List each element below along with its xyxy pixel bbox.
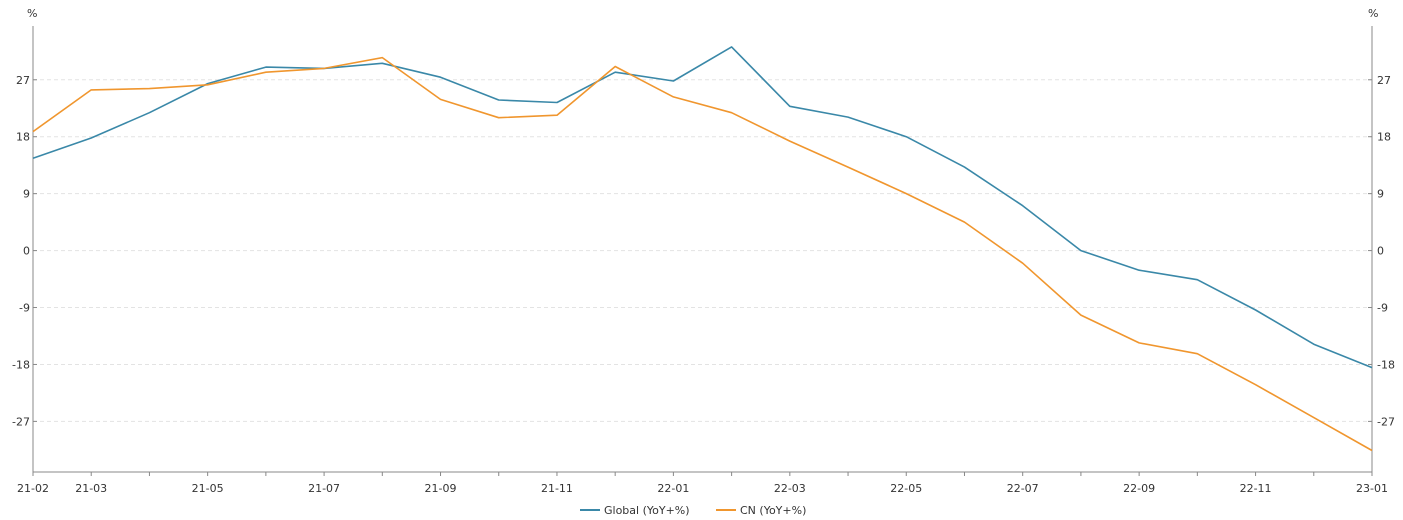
legend: Global (YoY+%) CN (YoY+%) bbox=[580, 504, 806, 517]
x-tick-label: 21-05 bbox=[192, 482, 224, 495]
x-tick-label: 22-05 bbox=[890, 482, 922, 495]
x-tick-label: 21-03 bbox=[75, 482, 107, 495]
series-line-global bbox=[32, 46, 1373, 369]
x-tick-label: 21-07 bbox=[308, 482, 340, 495]
y-tick-label-right: -9 bbox=[1377, 302, 1388, 315]
x-tick-label: 22-07 bbox=[1007, 482, 1039, 495]
x-tick-label: 22-01 bbox=[657, 482, 689, 495]
left-y-tick-labels: 27 18 9 0 -9 -18 -27 bbox=[12, 74, 30, 429]
y-tick-label-left: -9 bbox=[19, 302, 30, 315]
y-tick-label-left: 0 bbox=[23, 245, 30, 258]
x-tick-label: 22-03 bbox=[774, 482, 806, 495]
x-tick-label: 21-11 bbox=[541, 482, 573, 495]
y-tick-label-left: -18 bbox=[12, 358, 30, 371]
axes bbox=[32, 26, 1373, 476]
legend-label-global: Global (YoY+%) bbox=[604, 504, 690, 517]
x-tick-label: 21-02 bbox=[17, 482, 49, 495]
grid-lines bbox=[33, 79, 1372, 422]
y-tick-label-left: 18 bbox=[16, 131, 30, 144]
x-tick-labels: 21-02 21-03 21-05 21-07 21-09 21-11 22-01 22-03… bbox=[17, 482, 1388, 495]
y-tick-label-left: 27 bbox=[16, 74, 30, 87]
y-tick-label-right: 0 bbox=[1377, 245, 1384, 258]
y-tick-label-right: 18 bbox=[1377, 131, 1391, 144]
left-y-unit-label: % bbox=[27, 7, 37, 20]
x-tick-label: 21-09 bbox=[425, 482, 457, 495]
series-lines bbox=[32, 46, 1373, 452]
x-tick-label: 23-01 bbox=[1356, 482, 1388, 495]
y-tick-label-right: -27 bbox=[1377, 415, 1395, 428]
y-tick-label-right: 9 bbox=[1377, 188, 1384, 201]
right-y-unit-label: % bbox=[1368, 7, 1378, 20]
series-line-cn bbox=[32, 56, 1373, 452]
x-tick-label: 22-09 bbox=[1123, 482, 1155, 495]
y-tick-label-right: 27 bbox=[1377, 74, 1391, 87]
right-y-tick-labels: 27 18 9 0 -9 -18 -27 bbox=[1377, 74, 1395, 429]
x-tick-label: 22-11 bbox=[1240, 482, 1272, 495]
legend-label-cn: CN (YoY+%) bbox=[740, 504, 806, 517]
y-tick-label-right: -18 bbox=[1377, 358, 1395, 371]
y-tick-label-left: -27 bbox=[12, 415, 30, 428]
y-tick-label-left: 9 bbox=[23, 188, 30, 201]
